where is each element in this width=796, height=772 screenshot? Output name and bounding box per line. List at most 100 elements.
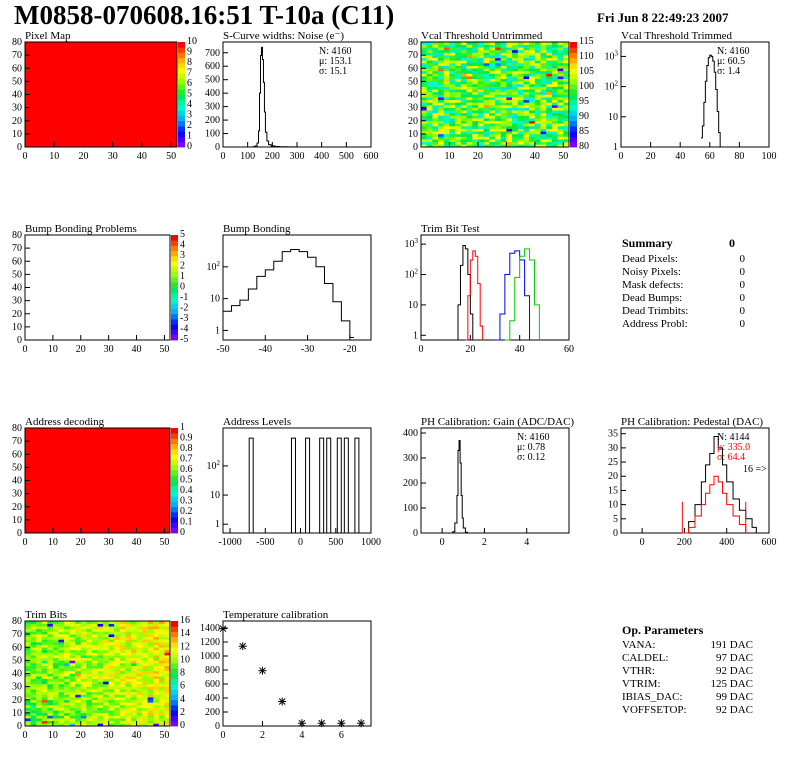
chart-scurve-noise: S-Curve widths: Noise (e⁻)0 100 200 300 400 5… xyxy=(205,30,379,162)
heatmap-cell xyxy=(91,694,98,698)
heatmap-cell xyxy=(103,639,109,643)
heatmap-cell xyxy=(97,723,104,727)
stat-line: σ: 1.4 xyxy=(717,66,740,77)
heatmap-cell xyxy=(438,128,445,132)
heatmap-cell xyxy=(164,715,171,719)
heatmap-cell xyxy=(142,684,148,687)
heatmap-cell xyxy=(108,623,115,627)
colorbar-segment xyxy=(171,464,178,471)
heatmap-cell xyxy=(529,107,536,111)
heatmap-cell xyxy=(426,89,433,93)
heatmap-cell xyxy=(25,702,31,706)
colorbar-label: 0.2 xyxy=(180,506,193,517)
heatmap-cell xyxy=(58,649,65,653)
heatmap-cell xyxy=(75,697,82,701)
colorbar-segment xyxy=(171,428,178,434)
heatmap-cell xyxy=(52,723,59,727)
heatmap-cell xyxy=(25,705,31,708)
heatmap-cell xyxy=(125,718,132,722)
heatmap-cell xyxy=(546,89,553,93)
heatmap-cell xyxy=(25,715,31,719)
heatmap-cell xyxy=(421,123,427,127)
heatmap-cell xyxy=(158,652,165,656)
heatmap-cell xyxy=(64,663,70,666)
heatmap-fill xyxy=(25,428,170,533)
heatmap-cell xyxy=(421,84,427,87)
heatmap-cell xyxy=(47,655,54,659)
heatmap-cell xyxy=(517,136,524,140)
heatmap-cell xyxy=(506,52,513,56)
heatmap-cell xyxy=(41,712,48,716)
heatmap-cell xyxy=(158,670,165,674)
heatmap-cell xyxy=(421,136,427,140)
heatmap-cell xyxy=(153,621,160,624)
heatmap-cell xyxy=(125,660,132,664)
colorbar-segment xyxy=(171,240,178,246)
x-tick-label: 20 xyxy=(465,344,475,355)
heatmap-cell xyxy=(142,694,148,698)
heatmap-cell xyxy=(142,634,148,638)
heatmap-cell xyxy=(489,55,496,59)
heatmap-cell xyxy=(551,47,558,51)
heatmap-cell xyxy=(80,676,87,680)
op-parameters-title: Op. Parameters xyxy=(622,623,704,637)
heatmap-cell xyxy=(512,91,519,95)
heatmap-cell xyxy=(483,105,490,108)
heatmap-cell xyxy=(114,712,121,716)
heatmap-cell xyxy=(86,715,93,719)
heatmap-cell xyxy=(58,694,65,698)
heatmap-cell xyxy=(557,42,564,45)
heatmap-cell xyxy=(125,681,132,685)
heatmap-cell xyxy=(500,49,507,53)
heatmap-cell xyxy=(489,94,496,98)
colorbar-segment xyxy=(570,73,577,80)
heatmap-cell xyxy=(534,112,541,116)
chart-title: PH Calibration: Gain (ADC/DAC) xyxy=(421,416,574,428)
heatmap-cell xyxy=(443,84,450,87)
heatmap-cell xyxy=(443,63,450,66)
heatmap-cell xyxy=(438,89,445,93)
heatmap-cell xyxy=(449,91,456,95)
colorbar-segment xyxy=(171,501,178,508)
heatmap-cell xyxy=(125,663,132,666)
heatmap-cell xyxy=(523,102,530,106)
heatmap-cell xyxy=(147,673,154,677)
heatmap-cell xyxy=(30,642,37,645)
heatmap-cell xyxy=(551,84,558,87)
heatmap-cell xyxy=(103,647,109,651)
heatmap-cell xyxy=(114,639,121,643)
heatmap-cell xyxy=(546,60,553,64)
heatmap-cell xyxy=(142,623,148,627)
heatmap-cell xyxy=(551,126,558,129)
heatmap-cell xyxy=(432,78,439,82)
star-stroke xyxy=(219,625,227,633)
heatmap-cell xyxy=(563,70,570,74)
heatmap-cell xyxy=(25,626,31,630)
heatmap-cell xyxy=(64,649,70,653)
heatmap-cell xyxy=(69,691,76,695)
heatmap-cell xyxy=(438,47,445,51)
heatmap-cell xyxy=(64,628,70,632)
heatmap-cell xyxy=(449,131,456,135)
heatmap-cell xyxy=(86,647,93,651)
heatmap-cell xyxy=(125,720,132,724)
heatmap-cell xyxy=(495,91,501,95)
heatmap-cell xyxy=(58,676,65,680)
heatmap-cell xyxy=(438,118,445,122)
heatmap-cell xyxy=(130,660,137,664)
heatmap-cell xyxy=(551,65,558,69)
heatmap-cell xyxy=(108,644,115,648)
heatmap-cell xyxy=(30,694,37,698)
heatmap-cell xyxy=(69,678,76,682)
heatmap-cell xyxy=(108,660,115,664)
heatmap-cell xyxy=(421,47,427,51)
heatmap-cell xyxy=(91,647,98,651)
heatmap-cell xyxy=(546,112,553,116)
heatmap-cell xyxy=(563,76,570,80)
heatmap-cell xyxy=(443,118,450,122)
heatmap-cell xyxy=(495,86,501,90)
heatmap-cell xyxy=(540,107,547,111)
heatmap-cell xyxy=(30,649,37,653)
heatmap-cell xyxy=(557,89,564,93)
colorbar-label: 1 xyxy=(180,422,185,433)
